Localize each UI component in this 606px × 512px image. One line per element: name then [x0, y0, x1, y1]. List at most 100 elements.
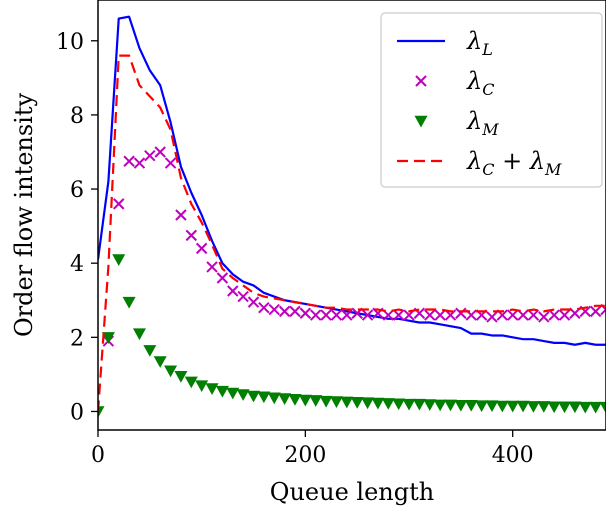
legend-box	[380, 12, 603, 188]
data-point-triangle-marker	[174, 371, 188, 383]
data-point-triangle-marker	[184, 376, 198, 389]
data-point-triangle-marker	[454, 399, 468, 412]
y-tick-label: 8	[70, 104, 84, 129]
y-axis-label: Order flow intensity	[10, 93, 38, 338]
data-point-triangle-marker	[143, 345, 157, 357]
data-point-triangle-marker	[568, 401, 582, 414]
data-point-triangle-marker	[599, 401, 606, 414]
data-point-x-marker	[154, 146, 166, 158]
series-triangle-markers	[98, 254, 606, 418]
legend-triangle-marker-swatch	[414, 115, 428, 128]
legend-label: λM	[466, 107, 499, 139]
data-point-triangle-marker	[236, 389, 250, 401]
data-point-triangle-marker	[112, 254, 126, 266]
legend-x-marker-swatch	[415, 75, 427, 87]
legend-label: λC	[466, 67, 494, 99]
series-solid-line	[98, 15, 606, 346]
data-point-triangle-marker	[164, 365, 178, 378]
data-point-triangle-marker	[319, 395, 333, 408]
data-point-x-marker	[237, 290, 249, 303]
x-tick-label: 0	[91, 443, 105, 468]
legend-item: λC	[415, 67, 494, 99]
data-point-x-marker	[392, 309, 405, 321]
data-point-triangle-marker	[329, 396, 343, 408]
data-point-triangle-marker	[267, 392, 281, 405]
data-point-triangle-marker	[205, 383, 219, 395]
y-tick-label: 4	[70, 252, 84, 277]
data-point-triangle-marker	[247, 390, 261, 403]
data-point-x-marker	[258, 301, 270, 314]
data-point-triangle-marker	[537, 401, 551, 413]
data-point-x-marker	[113, 198, 125, 210]
data-point-x-marker	[278, 305, 291, 318]
data-point-triangle-marker	[485, 400, 499, 413]
data-point-x-marker	[268, 303, 280, 316]
data-point-x-marker	[455, 307, 467, 319]
data-point-x-marker	[185, 229, 198, 242]
data-point-triangle-marker	[226, 387, 240, 400]
series-line	[98, 15, 606, 346]
data-point-triangle-marker	[495, 400, 509, 413]
data-point-x-marker	[424, 309, 436, 321]
data-point-triangle-marker	[402, 398, 416, 411]
data-point-triangle-marker	[361, 397, 375, 410]
data-point-triangle-marker	[98, 406, 105, 418]
data-point-x-marker	[195, 242, 208, 255]
data-point-x-marker	[164, 157, 177, 169]
data-point-triangle-marker	[392, 398, 406, 411]
data-point-triangle-marker	[381, 398, 395, 410]
data-point-x-marker	[341, 309, 353, 321]
data-point-x-marker	[558, 309, 571, 321]
data-point-x-marker	[548, 309, 560, 321]
x-tick-label: 400	[492, 443, 534, 468]
data-point-x-marker	[216, 272, 229, 284]
x-axis-label: Queue length	[270, 478, 434, 506]
legend-label: λL	[466, 27, 493, 59]
data-point-triangle-marker	[101, 332, 115, 344]
data-point-triangle-marker	[558, 401, 572, 414]
data-point-x-marker	[506, 309, 519, 321]
data-point-triangle-marker	[412, 398, 426, 411]
data-point-x-marker	[538, 311, 550, 323]
data-point-triangle-marker	[578, 401, 592, 414]
data-point-triangle-marker	[475, 400, 489, 413]
data-point-triangle-marker	[195, 380, 209, 393]
data-point-triangle-marker	[526, 401, 540, 413]
y-tick-label: 2	[70, 326, 84, 351]
series-layer	[98, 15, 606, 418]
data-point-x-marker	[175, 209, 187, 221]
data-point-triangle-marker	[309, 395, 323, 407]
data-point-triangle-marker	[132, 328, 146, 341]
legend-item: λC + λM	[397, 147, 562, 179]
data-point-x-marker	[434, 309, 446, 321]
data-point-triangle-marker	[547, 401, 561, 414]
data-point-triangle-marker	[589, 401, 603, 414]
tick-layer: 0 200 400 0 2 4 6 8 10	[56, 30, 534, 468]
data-point-triangle-marker	[257, 391, 271, 404]
data-point-x-marker	[206, 261, 218, 273]
series-x-markers	[102, 146, 606, 347]
y-tick-label: 6	[70, 178, 84, 203]
data-point-x-marker	[320, 309, 332, 321]
data-point-triangle-marker	[215, 385, 229, 398]
data-point-x-marker	[227, 285, 239, 297]
data-point-x-marker	[299, 307, 312, 319]
data-point-x-marker	[144, 149, 156, 162]
data-point-x-marker	[486, 311, 498, 323]
data-point-x-marker	[310, 309, 322, 321]
data-point-triangle-marker	[122, 296, 136, 309]
data-point-triangle-marker	[153, 356, 167, 368]
data-point-triangle-marker	[298, 394, 312, 407]
data-point-x-marker	[247, 296, 260, 308]
data-point-x-marker	[133, 157, 146, 169]
data-point-triangle-marker	[443, 399, 457, 412]
data-point-triangle-marker	[288, 394, 302, 406]
data-point-x-marker	[589, 305, 602, 318]
data-point-triangle-marker	[516, 400, 530, 413]
data-point-x-marker	[330, 309, 343, 321]
legend-label: λC + λM	[466, 147, 562, 179]
legend: λL λC λM λC + λM	[380, 12, 603, 188]
data-point-x-marker	[361, 309, 374, 321]
data-point-x-marker	[527, 309, 540, 321]
